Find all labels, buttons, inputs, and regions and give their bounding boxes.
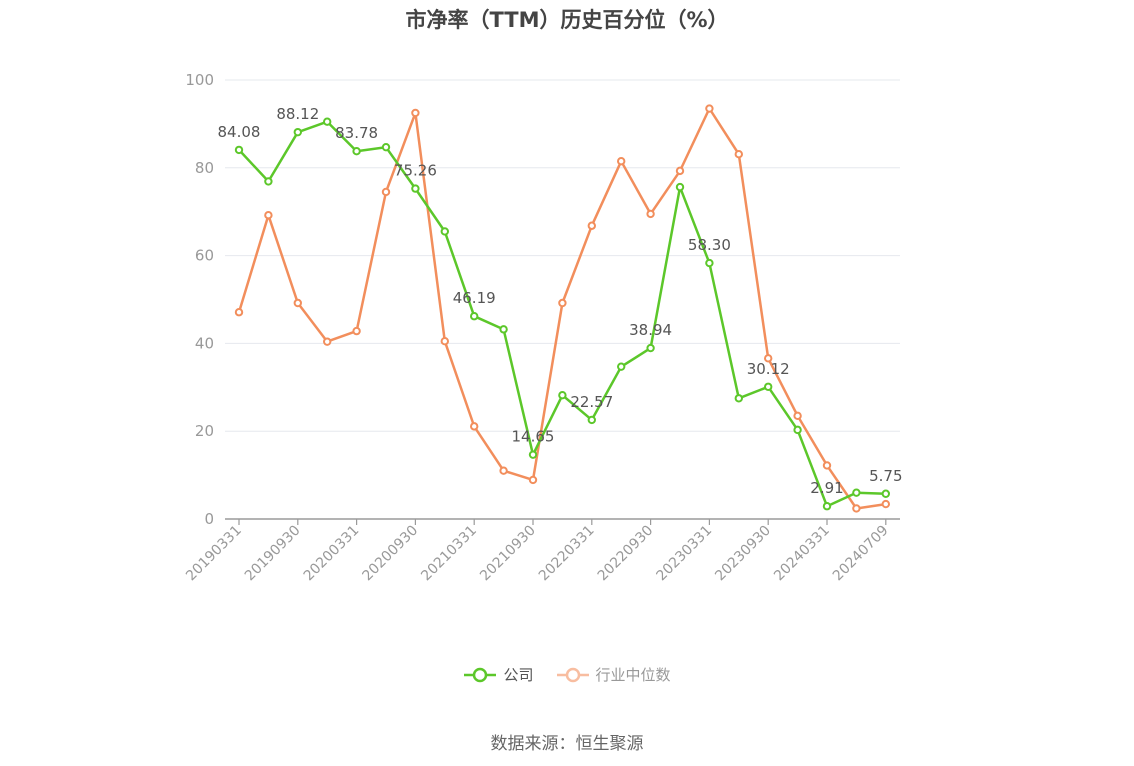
series-company-point[interactable] — [234, 145, 244, 155]
series-company-point[interactable] — [440, 227, 449, 236]
legend-industry-marker-icon — [556, 667, 589, 682]
y-tick-label: 20 — [195, 422, 214, 440]
series-company-point[interactable] — [293, 127, 302, 137]
series-company-point[interactable] — [734, 394, 743, 403]
x-tick-label: 20240709 — [830, 523, 892, 585]
series-industry-point[interactable] — [528, 475, 538, 485]
chart-title: 市净率（TTM）历史百分位（%） — [405, 8, 729, 32]
series-industry-point[interactable] — [411, 108, 420, 118]
series-industry-point[interactable] — [587, 221, 596, 230]
y-tick-label: 80 — [195, 159, 214, 177]
data-label: 58.30 — [688, 236, 731, 254]
series-industry-point[interactable] — [617, 157, 626, 166]
series-company-point[interactable] — [764, 382, 773, 391]
series-industry-point[interactable] — [293, 298, 302, 308]
axes: 0 20 40 60 80 100 2019033120190930202003312020… — [183, 71, 900, 584]
series-industry-point[interactable] — [470, 422, 479, 431]
data-label: 22.57 — [570, 393, 613, 411]
series-industry-line — [237, 107, 886, 510]
series-company-point[interactable] — [323, 117, 332, 126]
y-tick-label: 60 — [195, 247, 214, 265]
series-company-point[interactable] — [646, 343, 655, 353]
x-tick-label: 20230331 — [654, 523, 716, 585]
series-company-line — [238, 120, 886, 508]
series-company-point[interactable] — [528, 450, 538, 459]
series-company-point[interactable] — [705, 258, 714, 268]
data-label: 2.91 — [810, 479, 843, 497]
x-tick-label: 20220930 — [595, 523, 657, 585]
series-industry-point[interactable] — [675, 166, 685, 176]
series-company-point[interactable] — [558, 391, 567, 400]
series-industry-point[interactable] — [558, 298, 567, 308]
data-label: 84.08 — [218, 123, 261, 141]
x-tick-label: 20210331 — [418, 523, 480, 585]
y-tick-label: 0 — [204, 510, 214, 528]
x-tick-label: 20240331 — [771, 523, 833, 585]
x-tick-label: 20210930 — [477, 523, 539, 585]
series-company-point[interactable] — [381, 142, 391, 152]
data-label: 83.78 — [335, 124, 378, 142]
x-tick-label: 20200930 — [360, 523, 422, 585]
data-labels: 84.08 88.12 83.78 75.26 46.19 14.65 22.57 38.94… — [218, 105, 903, 497]
data-label: 30.12 — [747, 360, 790, 378]
legend-item-company[interactable]: 公司 — [463, 664, 534, 685]
legend: 公司 行业中位数 — [0, 664, 1134, 685]
series-industry-point[interactable] — [440, 337, 449, 346]
x-tick-label: 20220331 — [536, 523, 598, 585]
y-tick-label: 100 — [185, 71, 214, 89]
data-label: 46.19 — [453, 289, 496, 307]
series-industry-point[interactable] — [381, 187, 391, 197]
series-industry-point[interactable] — [352, 326, 361, 336]
data-label: 88.12 — [276, 105, 319, 123]
line-chart: 0 20 40 60 80 100 2019033120190930202003312020… — [183, 71, 903, 584]
series-industry-point[interactable] — [881, 499, 890, 509]
x-tick-label: 20190331 — [183, 523, 245, 585]
data-label: 14.65 — [512, 428, 555, 446]
series-company-point[interactable] — [793, 425, 802, 435]
series-company-point[interactable] — [264, 177, 273, 186]
data-source: 数据来源：恒生聚源 — [490, 734, 644, 754]
series-industry-point[interactable] — [234, 308, 244, 317]
series-industry-point[interactable] — [764, 354, 773, 363]
series-company-point[interactable] — [675, 182, 685, 192]
series-company-point[interactable] — [822, 502, 832, 511]
series-company-point[interactable] — [470, 312, 479, 321]
series-industry-point[interactable] — [734, 149, 743, 159]
data-label: 75.26 — [394, 162, 437, 180]
series-company-point[interactable] — [852, 488, 861, 497]
series-industry-point[interactable] — [793, 411, 802, 421]
series-industry-point[interactable] — [264, 211, 273, 220]
series-company-point[interactable] — [352, 147, 361, 156]
x-tick-label: 20230930 — [712, 523, 774, 585]
series-industry-point[interactable] — [822, 461, 832, 470]
series-company-point[interactable] — [587, 415, 596, 425]
series-industry-point[interactable] — [852, 504, 861, 513]
series-industry-point[interactable] — [705, 104, 714, 113]
series-industry-point[interactable] — [499, 466, 508, 475]
legend-company-marker-icon — [464, 667, 497, 682]
legend-label-industry: 行业中位数 — [595, 666, 671, 684]
legend-item-industry[interactable]: 行业中位数 — [556, 664, 671, 685]
series-lines — [234, 104, 890, 513]
series-industry-point[interactable] — [323, 337, 332, 346]
series-industry-point[interactable] — [646, 209, 655, 219]
series-company-point[interactable] — [881, 489, 890, 498]
x-tick-label: 20200331 — [301, 523, 363, 585]
data-label: 5.75 — [869, 467, 902, 485]
y-tick-label: 40 — [195, 334, 214, 352]
series-company-point[interactable] — [499, 325, 508, 334]
legend-label-company: 公司 — [503, 666, 534, 684]
series-company-point[interactable] — [617, 362, 626, 371]
grid-lines — [225, 79, 900, 432]
series-company-point[interactable] — [411, 184, 420, 193]
data-label: 38.94 — [629, 321, 672, 339]
x-tick-label: 20190930 — [242, 523, 304, 585]
